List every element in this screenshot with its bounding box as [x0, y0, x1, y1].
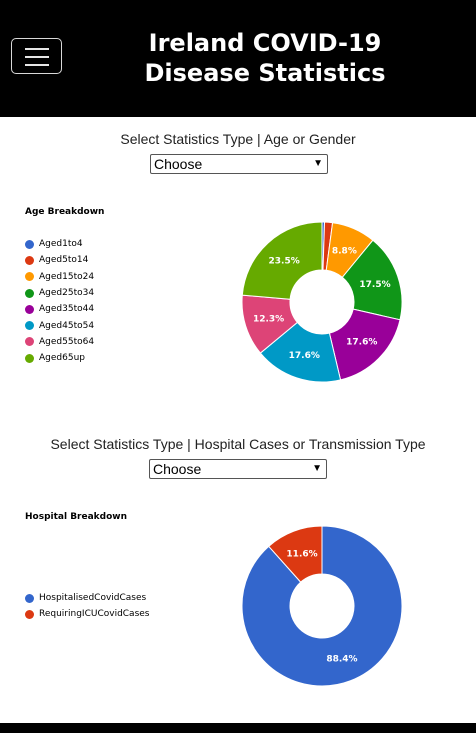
app-header: Ireland COVID-19 Disease Statistics	[0, 0, 476, 117]
age-pie-chart: 8.8% 17.5% 17.6% 17.6% 12.3% 23.5%	[241, 221, 403, 383]
legend-label: Aged15to24	[39, 271, 95, 282]
legend-item-Aged25to34[interactable]: Aged25to34	[25, 285, 94, 301]
age-chart-legend: Aged1to4 Aged5to14 Aged15to24 Aged25to34 Age…	[25, 236, 94, 366]
legend-dot-icon	[25, 353, 34, 363]
age-chart-title: Age Breakdown	[25, 207, 105, 217]
chevron-down-icon: ▼	[312, 463, 322, 474]
legend-item-Aged45to54[interactable]: Aged45to54	[25, 317, 94, 333]
legend-label: Aged35to44	[39, 304, 95, 315]
legend-item-HospitalisedCovidCases[interactable]: HospitalisedCovidCases	[25, 590, 150, 606]
pie-slice-label: 12.3%	[253, 315, 284, 325]
legend-label: HospitalisedCovidCases	[39, 593, 147, 604]
age-gender-select-value: Choose	[154, 156, 203, 172]
hospital-chart-title: Hospital Breakdown	[25, 512, 128, 522]
legend-item-RequiringICUCovidCases[interactable]: RequiringICUCovidCases	[25, 606, 150, 622]
legend-dot-icon	[25, 272, 34, 282]
hospital-transmission-select[interactable]: Choose ▼	[149, 459, 327, 479]
menu-icon-bar	[25, 56, 49, 58]
page-footer	[0, 723, 476, 733]
legend-dot-icon	[25, 321, 34, 331]
legend-label: Aged5to14	[39, 255, 89, 266]
hamburger-menu-button[interactable]	[11, 38, 62, 74]
legend-label: RequiringICUCovidCases	[39, 609, 150, 620]
legend-dot-icon	[25, 288, 34, 298]
pie-slice-label: 23.5%	[269, 257, 300, 267]
legend-dot-icon	[25, 593, 34, 603]
menu-icon-bar	[25, 48, 49, 50]
legend-dot-icon	[25, 337, 34, 347]
pie-slice-label: 17.6%	[289, 351, 320, 361]
pie-slice-RequiringICUCovidCases[interactable]	[268, 525, 323, 583]
age-gender-select[interactable]: Choose ▼	[150, 154, 328, 174]
pie-slice-label: 11.6%	[286, 550, 317, 560]
legend-label: Aged1to4	[39, 239, 83, 250]
pie-slice-label: 88.4%	[326, 654, 357, 664]
pie-slice-label: 17.6%	[346, 337, 377, 347]
page-title-line2: Disease Statistics	[144, 59, 386, 87]
legend-item-Aged35to44[interactable]: Aged35to44	[25, 301, 94, 317]
legend-dot-icon	[25, 239, 34, 249]
pie-slice-label: 8.8%	[332, 247, 357, 257]
legend-label: Aged25to34	[39, 288, 95, 299]
hospital-transmission-select-value: Choose	[153, 461, 202, 477]
legend-item-Aged15to24[interactable]: Aged15to24	[25, 269, 94, 285]
legend-item-Aged5to14[interactable]: Aged5to14	[25, 252, 94, 268]
pie-slice-Aged65up[interactable]	[241, 221, 323, 300]
legend-label: Aged65up	[39, 353, 85, 364]
page-title-line1: Ireland COVID-19	[148, 29, 382, 57]
legend-dot-icon	[25, 609, 34, 619]
legend-item-Aged55to64[interactable]: Aged55to64	[25, 334, 94, 350]
chevron-down-icon: ▼	[313, 158, 323, 169]
legend-item-Aged1to4[interactable]: Aged1to4	[25, 236, 94, 252]
legend-item-Aged65up[interactable]: Aged65up	[25, 350, 94, 366]
legend-dot-icon	[25, 255, 34, 265]
legend-label: Aged45to54	[39, 320, 95, 331]
age-gender-select-label: Select Statistics Type | Age or Gender	[120, 131, 356, 147]
hospital-chart-legend: HospitalisedCovidCases RequiringICUCovidC…	[25, 590, 150, 623]
page-title: Ireland COVID-19 Disease Statistics	[120, 28, 410, 88]
legend-label: Aged55to64	[39, 336, 95, 347]
hospital-transmission-select-label: Select Statistics Type | Hospital Cases …	[50, 436, 426, 452]
hospital-pie-chart: 88.4% 11.6%	[241, 525, 403, 687]
pie-slice-label: 17.5%	[359, 280, 390, 290]
legend-dot-icon	[25, 304, 34, 314]
pie-slice-HospitalisedCovidCases[interactable]	[241, 525, 403, 687]
menu-icon-bar	[25, 64, 49, 66]
